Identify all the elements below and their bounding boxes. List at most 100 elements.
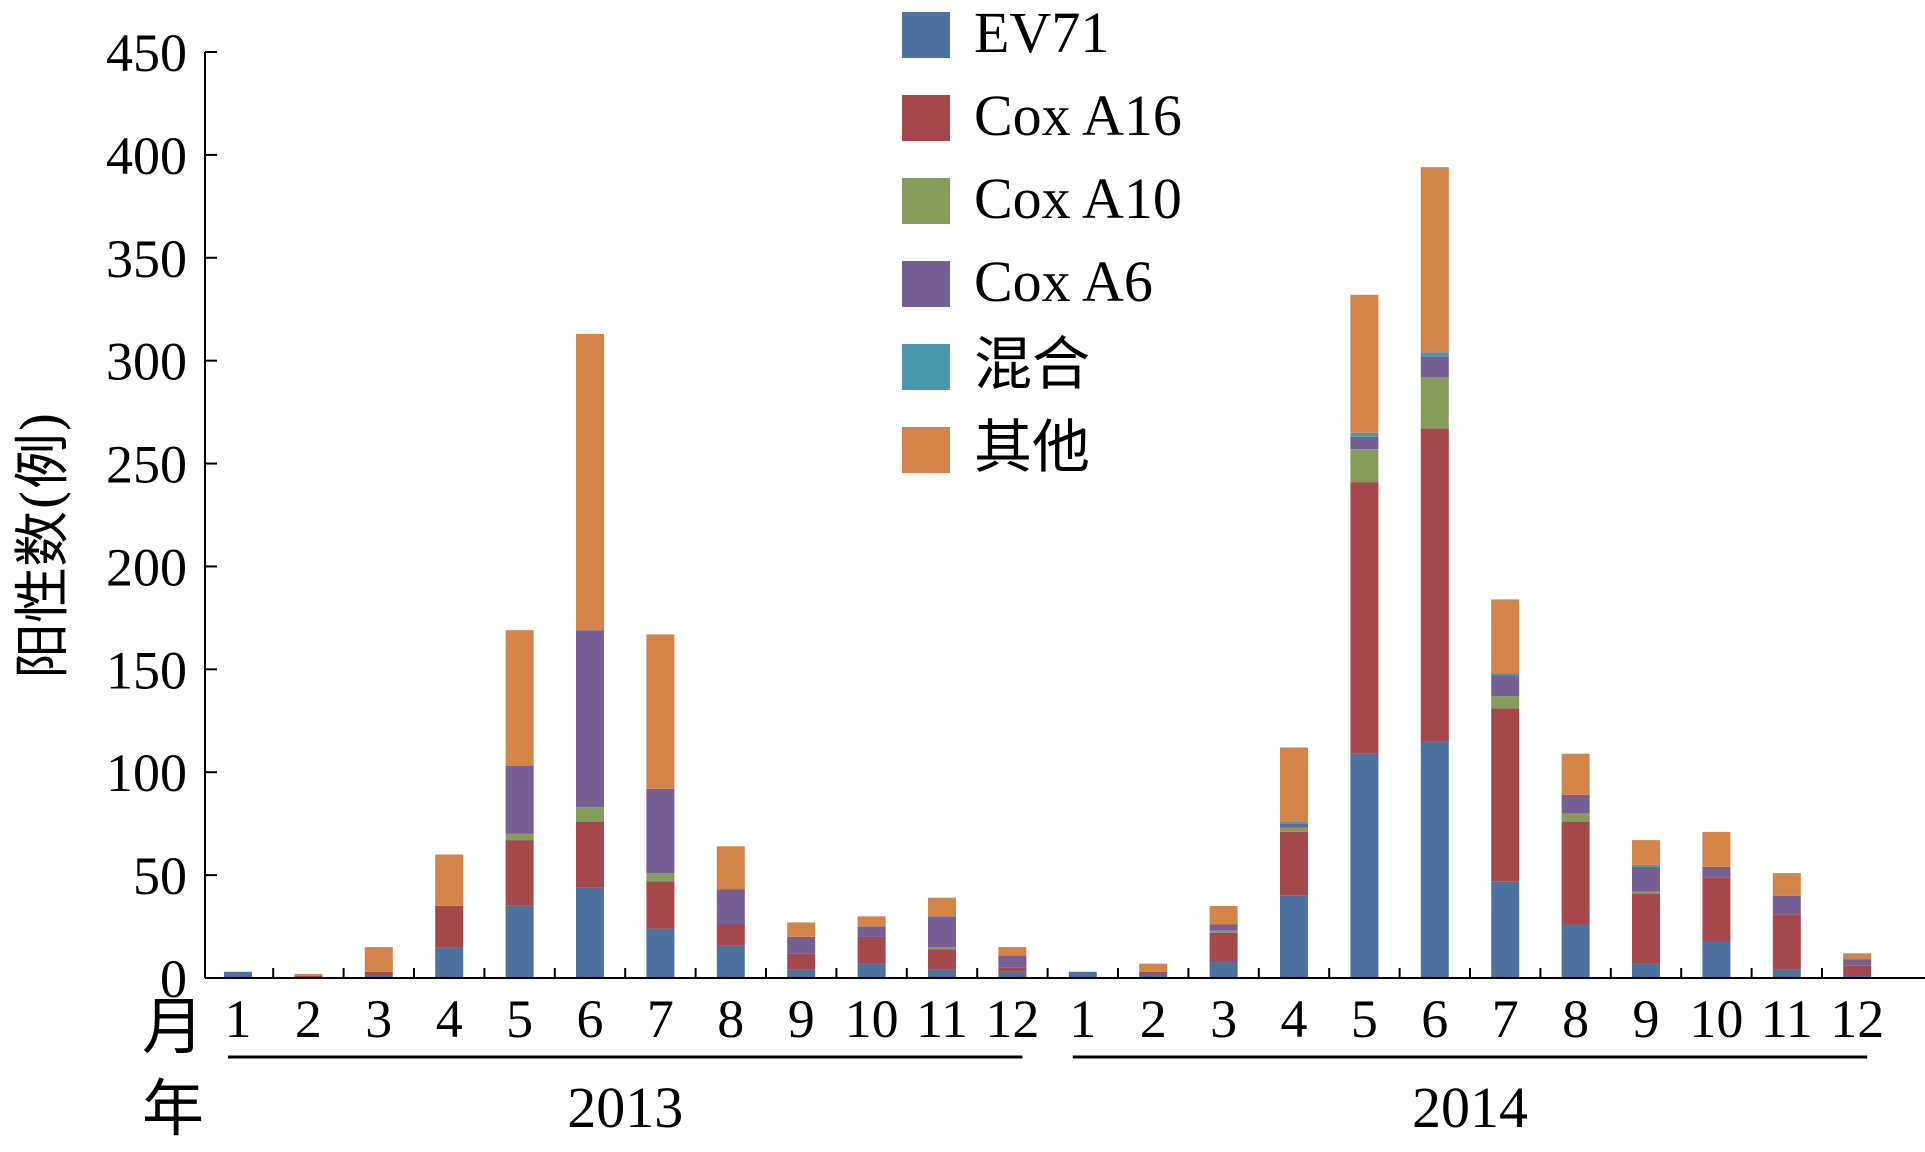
legend-label: Cox A6 <box>974 249 1153 314</box>
x-tick-label: 2 <box>1140 989 1167 1049</box>
bar-segment-12-series-6 <box>998 947 1027 956</box>
bar-segment-14-series-1 <box>1139 973 1168 978</box>
bar-segment-24-series-1 <box>1843 975 1872 978</box>
bar-segment-14-series-2 <box>1139 971 1168 974</box>
bar-segment-20-series-1 <box>1561 924 1590 978</box>
bar-segment-18-series-1 <box>1420 741 1449 978</box>
bar-segment-19-series-5 <box>1491 673 1520 676</box>
bar-segment-20-series-4 <box>1561 794 1590 814</box>
bar-segment-15-series-2 <box>1209 932 1238 962</box>
bar-segment-23-series-1 <box>1772 969 1801 978</box>
bar-segment-7-series-2 <box>646 881 675 929</box>
bar-segment-21-series-5 <box>1632 864 1660 867</box>
bar-segment-16-series-1 <box>1280 895 1308 978</box>
x-tick-label: 12 <box>985 989 1039 1049</box>
legend-label: EV71 <box>974 0 1109 65</box>
legend-swatch <box>902 12 950 58</box>
bar-segment-18-series-6 <box>1420 167 1449 353</box>
bar-segment-5-series-6 <box>505 630 534 766</box>
bar-segment-8-series-1 <box>716 945 745 978</box>
x-tick-label: 5 <box>506 989 533 1049</box>
bar-segment-4-series-6 <box>435 854 464 906</box>
bar-segment-7-series-1 <box>646 928 675 978</box>
bar-segment-21-series-6 <box>1632 840 1660 865</box>
x-tick-label: 6 <box>577 989 604 1049</box>
bar-segment-12-series-4 <box>998 955 1027 968</box>
y-tick-label: 200 <box>106 537 187 597</box>
bar-segment-16-series-3 <box>1280 827 1308 832</box>
bar-segment-16-series-4 <box>1280 823 1308 828</box>
bar-segment-9-series-2 <box>787 953 816 970</box>
bar-segment-9-series-4 <box>787 936 816 954</box>
x-tick-label: 6 <box>1421 989 1448 1049</box>
y-axis-label: 阳性数(例) <box>11 411 76 679</box>
bar-segment-5-series-2 <box>505 840 534 906</box>
bar-segment-19-series-6 <box>1491 599 1520 674</box>
bar-segment-11-series-6 <box>928 897 956 917</box>
bar-segment-7-series-4 <box>646 788 675 874</box>
bar-segment-21-series-1 <box>1632 963 1660 978</box>
y-tick-label: 150 <box>106 640 187 700</box>
bar-segment-22-series-1 <box>1702 941 1731 978</box>
y-tick-label: 100 <box>106 743 187 803</box>
bar-segment-10-series-6 <box>857 916 886 927</box>
x-tick-label: 9 <box>788 989 815 1049</box>
bar-segment-11-series-1 <box>928 969 956 978</box>
bar-segment-23-series-4 <box>1772 895 1801 915</box>
x-tick-label: 10 <box>845 989 899 1049</box>
bar-segment-15-series-1 <box>1209 961 1238 978</box>
bars-group <box>224 167 1872 978</box>
x-tick-label: 1 <box>225 989 252 1049</box>
bar-segment-9-series-6 <box>787 922 816 937</box>
legend-swatch <box>902 344 950 390</box>
bar-segment-22-series-2 <box>1702 877 1731 941</box>
bar-segment-24-series-4 <box>1843 959 1872 966</box>
x-tick-label: 12 <box>1830 989 1884 1049</box>
y-tick-label: 400 <box>106 126 187 186</box>
legend-label: Cox A16 <box>974 83 1182 148</box>
bar-segment-24-series-6 <box>1843 953 1872 960</box>
bar-segment-18-series-5 <box>1420 352 1449 357</box>
bar-segment-15-series-4 <box>1209 924 1238 931</box>
bar-segment-9-series-1 <box>787 969 816 978</box>
bar-segment-3-series-1 <box>364 975 393 978</box>
bar-segment-18-series-2 <box>1420 428 1449 742</box>
bar-segment-17-series-6 <box>1350 294 1379 433</box>
bar-segment-20-series-3 <box>1561 813 1590 822</box>
bar-segment-6-series-2 <box>576 821 604 888</box>
x-tick-label: 7 <box>647 989 674 1049</box>
bar-segment-19-series-1 <box>1491 881 1520 978</box>
x-tick-label: 9 <box>1633 989 1660 1049</box>
bar-segment-5-series-3 <box>505 834 534 841</box>
bar-segment-19-series-4 <box>1491 675 1520 697</box>
bar-segment-4-series-2 <box>435 906 464 948</box>
month-row-label: 月 <box>142 990 204 1063</box>
legend-swatch <box>902 261 950 307</box>
bar-segment-20-series-2 <box>1561 821 1590 925</box>
legend-swatch <box>902 427 950 473</box>
bar-segment-11-series-2 <box>928 949 956 970</box>
bar-segment-7-series-6 <box>646 634 675 789</box>
bar-segment-6-series-4 <box>576 630 604 808</box>
bar-segment-6-series-3 <box>576 807 604 822</box>
bar-segment-2-series-6 <box>294 973 323 976</box>
bar-segment-21-series-3 <box>1632 891 1660 894</box>
bar-segment-14-series-6 <box>1139 963 1168 972</box>
bar-segment-11-series-4 <box>928 916 956 948</box>
bar-segment-24-series-2 <box>1843 965 1872 976</box>
bar-segment-8-series-4 <box>716 889 745 925</box>
bar-segment-18-series-3 <box>1420 377 1449 429</box>
bar-segment-6-series-1 <box>576 887 604 978</box>
bar-segment-16-series-6 <box>1280 747 1308 822</box>
bar-segment-11-series-3 <box>928 947 956 950</box>
x-tick-label: 4 <box>436 989 463 1049</box>
bar-segment-20-series-6 <box>1561 753 1590 795</box>
bar-segment-16-series-2 <box>1280 831 1308 896</box>
bar-segment-10-series-4 <box>857 926 886 937</box>
bar-segment-17-series-1 <box>1350 753 1379 978</box>
bar-segment-8-series-6 <box>716 846 745 890</box>
bar-segment-12-series-2 <box>998 967 1027 972</box>
y-tick-label: 300 <box>106 332 187 392</box>
